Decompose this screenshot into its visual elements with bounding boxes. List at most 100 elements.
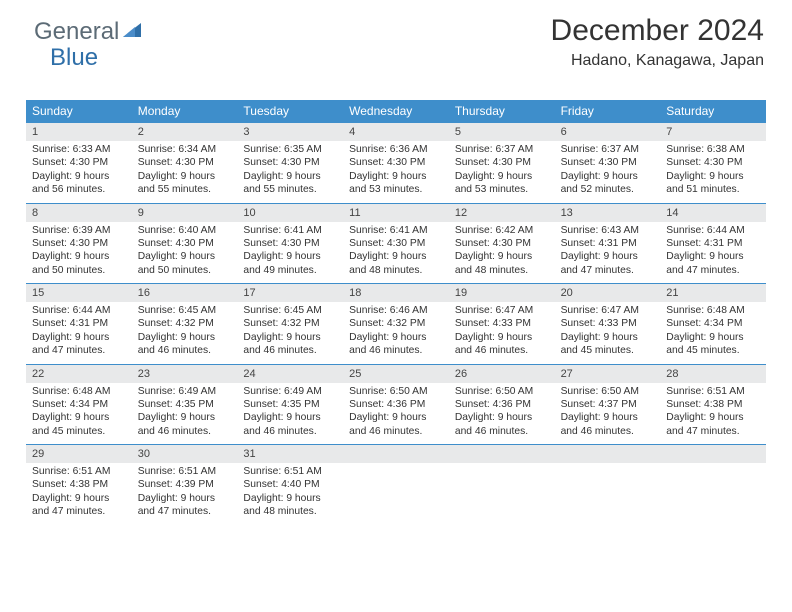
sunset-line: Sunset: 4:40 PM <box>243 478 337 491</box>
daylight-line: Daylight: 9 hours and 47 minutes. <box>32 331 126 358</box>
day-number: 12 <box>449 204 555 222</box>
daylight-line: Daylight: 9 hours and 46 minutes. <box>243 411 337 438</box>
sunset-line: Sunset: 4:30 PM <box>32 156 126 169</box>
day-info: Sunrise: 6:50 AMSunset: 4:36 PMDaylight:… <box>343 383 449 445</box>
sunrise-line: Sunrise: 6:48 AM <box>666 304 760 317</box>
sunrise-line: Sunrise: 6:49 AM <box>138 385 232 398</box>
daylight-line: Daylight: 9 hours and 47 minutes. <box>138 492 232 519</box>
sunset-line: Sunset: 4:30 PM <box>561 156 655 169</box>
day-number: 7 <box>660 123 766 141</box>
calendar-day-cell: 11Sunrise: 6:41 AMSunset: 4:30 PMDayligh… <box>343 204 449 284</box>
sunrise-line: Sunrise: 6:47 AM <box>561 304 655 317</box>
day-info: Sunrise: 6:33 AMSunset: 4:30 PMDaylight:… <box>26 141 132 203</box>
calendar-day-cell: . <box>343 445 449 525</box>
day-number: 28 <box>660 365 766 383</box>
sunrise-line: Sunrise: 6:44 AM <box>666 224 760 237</box>
sunset-line: Sunset: 4:38 PM <box>32 478 126 491</box>
day-info: Sunrise: 6:48 AMSunset: 4:34 PMDaylight:… <box>660 302 766 364</box>
daylight-line: Daylight: 9 hours and 51 minutes. <box>666 170 760 197</box>
calendar-day-cell: 10Sunrise: 6:41 AMSunset: 4:30 PMDayligh… <box>237 204 343 284</box>
daylight-line: Daylight: 9 hours and 47 minutes. <box>32 492 126 519</box>
day-info: Sunrise: 6:50 AMSunset: 4:36 PMDaylight:… <box>449 383 555 445</box>
sunset-line: Sunset: 4:35 PM <box>138 398 232 411</box>
sunset-line: Sunset: 4:30 PM <box>455 237 549 250</box>
day-info: Sunrise: 6:51 AMSunset: 4:40 PMDaylight:… <box>237 463 343 525</box>
sunset-line: Sunset: 4:38 PM <box>666 398 760 411</box>
day-header: Tuesday <box>237 100 343 122</box>
day-number: 17 <box>237 284 343 302</box>
day-number: 13 <box>555 204 661 222</box>
daylight-line: Daylight: 9 hours and 52 minutes. <box>561 170 655 197</box>
calendar-header-row: SundayMondayTuesdayWednesdayThursdayFrid… <box>26 100 766 122</box>
calendar-day-cell: 25Sunrise: 6:50 AMSunset: 4:36 PMDayligh… <box>343 365 449 445</box>
daylight-line: Daylight: 9 hours and 48 minutes. <box>349 250 443 277</box>
day-number: 26 <box>449 365 555 383</box>
day-info: Sunrise: 6:37 AMSunset: 4:30 PMDaylight:… <box>555 141 661 203</box>
logo-sail-icon <box>121 18 143 46</box>
calendar-day-cell: 29Sunrise: 6:51 AMSunset: 4:38 PMDayligh… <box>26 445 132 525</box>
day-info: Sunrise: 6:51 AMSunset: 4:38 PMDaylight:… <box>660 383 766 445</box>
daylight-line: Daylight: 9 hours and 53 minutes. <box>455 170 549 197</box>
sunrise-line: Sunrise: 6:41 AM <box>349 224 443 237</box>
sunset-line: Sunset: 4:31 PM <box>666 237 760 250</box>
daylight-line: Daylight: 9 hours and 46 minutes. <box>349 411 443 438</box>
sunset-line: Sunset: 4:30 PM <box>455 156 549 169</box>
sunset-line: Sunset: 4:36 PM <box>455 398 549 411</box>
daylight-line: Daylight: 9 hours and 46 minutes. <box>561 411 655 438</box>
calendar: SundayMondayTuesdayWednesdayThursdayFrid… <box>26 100 766 525</box>
daylight-line: Daylight: 9 hours and 55 minutes. <box>243 170 337 197</box>
sunrise-line: Sunrise: 6:39 AM <box>32 224 126 237</box>
sunset-line: Sunset: 4:34 PM <box>666 317 760 330</box>
calendar-week-row: 1Sunrise: 6:33 AMSunset: 4:30 PMDaylight… <box>26 122 766 203</box>
calendar-day-cell: 20Sunrise: 6:47 AMSunset: 4:33 PMDayligh… <box>555 284 661 364</box>
day-number: 25 <box>343 365 449 383</box>
calendar-day-cell: 9Sunrise: 6:40 AMSunset: 4:30 PMDaylight… <box>132 204 238 284</box>
calendar-day-cell: 30Sunrise: 6:51 AMSunset: 4:39 PMDayligh… <box>132 445 238 525</box>
day-info: Sunrise: 6:47 AMSunset: 4:33 PMDaylight:… <box>449 302 555 364</box>
sunset-line: Sunset: 4:30 PM <box>349 237 443 250</box>
sunset-line: Sunset: 4:30 PM <box>243 237 337 250</box>
day-number: 22 <box>26 365 132 383</box>
calendar-day-cell: 8Sunrise: 6:39 AMSunset: 4:30 PMDaylight… <box>26 204 132 284</box>
day-info: Sunrise: 6:49 AMSunset: 4:35 PMDaylight:… <box>237 383 343 445</box>
calendar-day-cell: 4Sunrise: 6:36 AMSunset: 4:30 PMDaylight… <box>343 123 449 203</box>
day-info: Sunrise: 6:44 AMSunset: 4:31 PMDaylight:… <box>660 222 766 284</box>
sunset-line: Sunset: 4:30 PM <box>243 156 337 169</box>
calendar-day-cell: 14Sunrise: 6:44 AMSunset: 4:31 PMDayligh… <box>660 204 766 284</box>
day-info: Sunrise: 6:46 AMSunset: 4:32 PMDaylight:… <box>343 302 449 364</box>
day-number: 2 <box>132 123 238 141</box>
calendar-week-row: 22Sunrise: 6:48 AMSunset: 4:34 PMDayligh… <box>26 364 766 445</box>
daylight-line: Daylight: 9 hours and 48 minutes. <box>243 492 337 519</box>
day-number: 31 <box>237 445 343 463</box>
day-number: 1 <box>26 123 132 141</box>
day-info: Sunrise: 6:34 AMSunset: 4:30 PMDaylight:… <box>132 141 238 203</box>
day-header: Saturday <box>660 100 766 122</box>
day-number: 15 <box>26 284 132 302</box>
calendar-day-cell: 17Sunrise: 6:45 AMSunset: 4:32 PMDayligh… <box>237 284 343 364</box>
sunrise-line: Sunrise: 6:44 AM <box>32 304 126 317</box>
daylight-line: Daylight: 9 hours and 53 minutes. <box>349 170 443 197</box>
sunrise-line: Sunrise: 6:43 AM <box>561 224 655 237</box>
sunrise-line: Sunrise: 6:51 AM <box>666 385 760 398</box>
day-info: Sunrise: 6:38 AMSunset: 4:30 PMDaylight:… <box>660 141 766 203</box>
calendar-day-cell: 19Sunrise: 6:47 AMSunset: 4:33 PMDayligh… <box>449 284 555 364</box>
daylight-line: Daylight: 9 hours and 49 minutes. <box>243 250 337 277</box>
logo: General <box>34 18 143 46</box>
day-number: 5 <box>449 123 555 141</box>
calendar-week-row: 8Sunrise: 6:39 AMSunset: 4:30 PMDaylight… <box>26 203 766 284</box>
day-info: Sunrise: 6:43 AMSunset: 4:31 PMDaylight:… <box>555 222 661 284</box>
sunset-line: Sunset: 4:33 PM <box>455 317 549 330</box>
title-block: December 2024 Hadano, Kanagawa, Japan <box>551 14 764 70</box>
sunrise-line: Sunrise: 6:37 AM <box>561 143 655 156</box>
day-info: Sunrise: 6:47 AMSunset: 4:33 PMDaylight:… <box>555 302 661 364</box>
calendar-day-cell: 5Sunrise: 6:37 AMSunset: 4:30 PMDaylight… <box>449 123 555 203</box>
sunrise-line: Sunrise: 6:47 AM <box>455 304 549 317</box>
calendar-day-cell: 3Sunrise: 6:35 AMSunset: 4:30 PMDaylight… <box>237 123 343 203</box>
day-number: 14 <box>660 204 766 222</box>
logo-text-2: Blue <box>50 44 98 72</box>
daylight-line: Daylight: 9 hours and 46 minutes. <box>243 331 337 358</box>
sunrise-line: Sunrise: 6:51 AM <box>243 465 337 478</box>
sunset-line: Sunset: 4:30 PM <box>349 156 443 169</box>
calendar-day-cell: . <box>660 445 766 525</box>
daylight-line: Daylight: 9 hours and 46 minutes. <box>455 331 549 358</box>
